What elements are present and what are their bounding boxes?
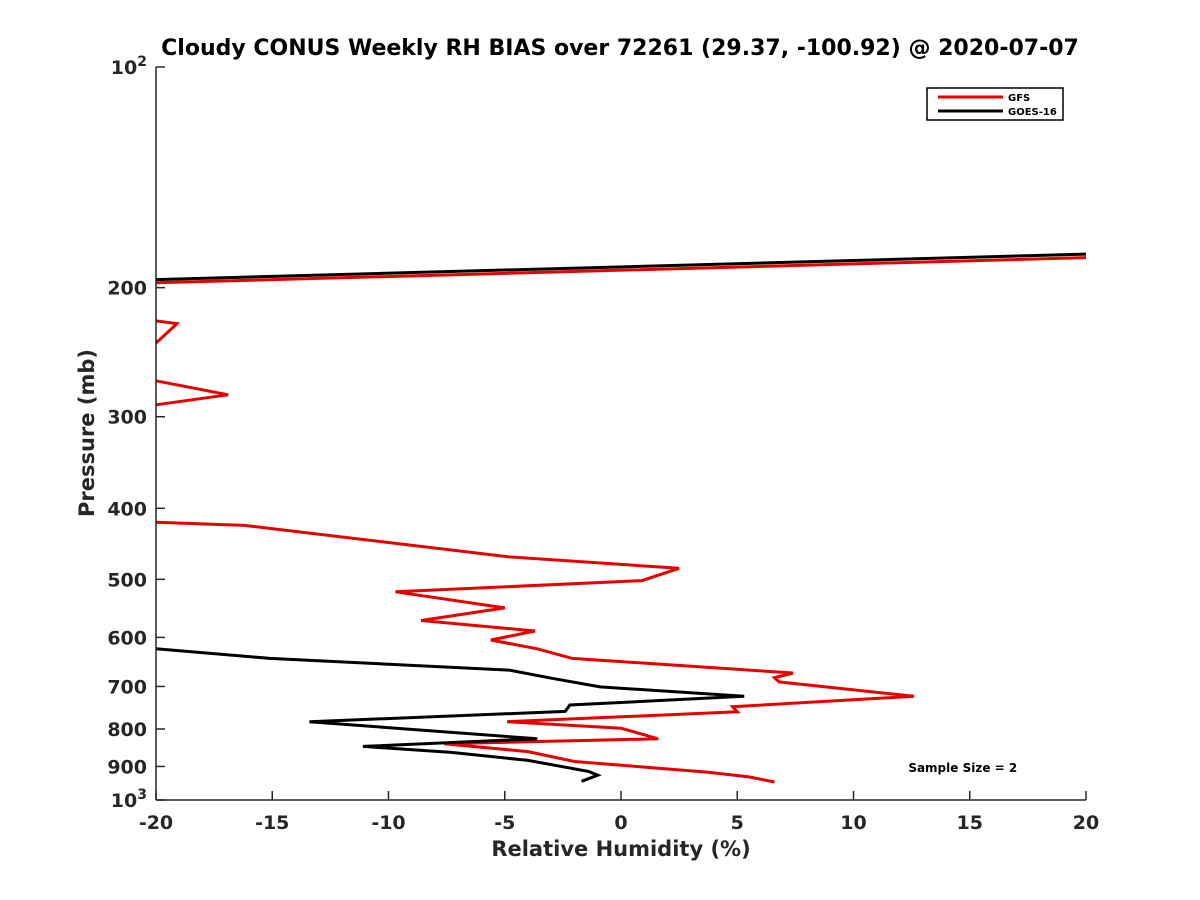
x-tick-label: -20: [139, 812, 173, 834]
y-tick-label: 103: [111, 787, 147, 812]
axes-layer: [155, 67, 1086, 801]
y-tick-label: 900: [107, 756, 147, 778]
x-axis-label: Relative Humidity (%): [491, 837, 750, 861]
legend-label-gfs: GFS: [1008, 93, 1030, 104]
x-tick-label: 0: [614, 812, 627, 834]
chart-title: Cloudy CONUS Weekly RH BIAS over 72261 (…: [161, 36, 1079, 61]
x-tick-label: -5: [494, 812, 515, 834]
y-tick-label: 800: [107, 719, 147, 741]
legend-label-goes-16: GOES-16: [1008, 107, 1057, 118]
series-line-goes-16-0: [155, 252, 1087, 282]
y-ticks: 102 200 300 400 500 600 700 800 900 103: [107, 54, 165, 812]
y-tick-label: 700: [107, 676, 147, 698]
series-line-gfs-1: [154, 319, 181, 345]
x-tick-label: -15: [255, 812, 289, 834]
x-tick-label: 15: [957, 812, 983, 834]
y-tick-label: 102: [111, 54, 147, 79]
legend-box: [926, 87, 1064, 121]
y-tick-label: 600: [107, 627, 147, 649]
x-ticks: -20 -15 -10 -5 0 5 10 15 20: [139, 791, 1099, 834]
x-tick-label: -10: [371, 812, 405, 834]
y-tick-label: 500: [107, 569, 147, 591]
y-tick-label: 300: [107, 407, 147, 429]
y-axis-label: Pressure (mb): [75, 349, 99, 517]
x-tick-label: 20: [1073, 812, 1099, 834]
y-tick-label: 200: [107, 278, 147, 300]
series-line-goes-16-1: [155, 647, 745, 783]
series-layer: [154, 252, 1087, 784]
series-line-gfs-3: [155, 520, 915, 784]
annotations: Sample Size = 2: [908, 761, 1017, 775]
series-line-gfs-2: [155, 379, 229, 407]
y-tick-label: 400: [107, 498, 147, 520]
legend: GFS GOES-16: [926, 87, 1064, 121]
x-tick-label: 10: [840, 812, 866, 834]
series-line-gfs-0: [155, 256, 1087, 285]
x-tick-label: 5: [731, 812, 744, 834]
sample-size-annotation: Sample Size = 2: [908, 761, 1017, 775]
